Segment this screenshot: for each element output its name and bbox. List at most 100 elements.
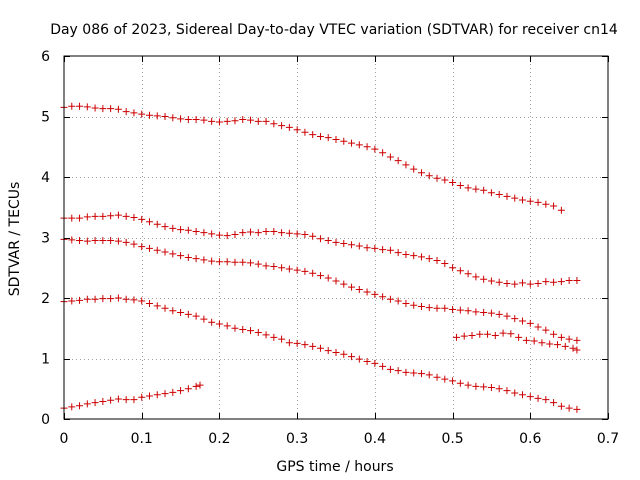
data-point bbox=[553, 341, 561, 349]
data-point bbox=[324, 237, 332, 245]
data-point bbox=[301, 128, 309, 136]
data-point bbox=[107, 396, 115, 404]
data-point bbox=[515, 333, 523, 341]
data-point bbox=[247, 228, 255, 236]
data-point bbox=[402, 299, 410, 307]
data-point bbox=[316, 344, 324, 352]
data-point bbox=[247, 327, 255, 335]
data-point bbox=[278, 122, 286, 130]
data-point bbox=[293, 266, 301, 274]
data-point bbox=[83, 295, 91, 303]
data-point bbox=[433, 373, 441, 381]
data-point bbox=[169, 388, 177, 396]
data-point bbox=[254, 260, 262, 268]
data-point bbox=[452, 333, 460, 341]
data-point bbox=[511, 280, 519, 288]
data-point bbox=[68, 236, 76, 244]
data-point bbox=[340, 137, 348, 145]
data-point bbox=[293, 339, 301, 347]
data-point bbox=[340, 240, 348, 248]
data-point bbox=[76, 402, 84, 410]
data-point bbox=[301, 267, 309, 275]
data-point bbox=[200, 116, 208, 124]
data-point bbox=[177, 309, 185, 317]
data-point bbox=[161, 113, 169, 120]
data-point bbox=[433, 304, 441, 312]
data-point bbox=[332, 348, 340, 356]
data-point bbox=[316, 235, 324, 243]
data-point bbox=[285, 229, 293, 237]
data-point bbox=[425, 255, 433, 263]
data-point bbox=[254, 328, 262, 336]
data-point bbox=[301, 341, 309, 349]
data-point bbox=[402, 250, 410, 258]
data-point bbox=[526, 280, 534, 288]
data-point bbox=[114, 105, 122, 113]
data-point bbox=[348, 139, 356, 147]
data-point bbox=[91, 295, 99, 303]
data-point bbox=[309, 342, 317, 350]
data-point bbox=[433, 256, 441, 264]
x-tick-label: 0.7 bbox=[597, 431, 619, 447]
data-point bbox=[476, 330, 484, 338]
data-point bbox=[262, 262, 270, 270]
data-point bbox=[262, 227, 270, 235]
x-tick-label: 0.4 bbox=[364, 431, 386, 447]
data-point bbox=[394, 157, 402, 165]
data-point bbox=[184, 226, 192, 234]
data-point bbox=[456, 379, 464, 387]
data-point bbox=[573, 346, 581, 354]
data-point bbox=[484, 330, 492, 338]
data-point bbox=[340, 350, 348, 358]
data-point bbox=[138, 243, 146, 251]
data-point bbox=[122, 396, 130, 404]
data-point bbox=[239, 325, 247, 333]
data-point bbox=[122, 108, 130, 116]
data-point bbox=[472, 273, 480, 281]
data-point bbox=[215, 231, 223, 239]
data-point bbox=[472, 185, 480, 193]
data-point bbox=[519, 317, 527, 325]
data-point bbox=[270, 120, 278, 128]
y-tick-label: 6 bbox=[41, 49, 50, 65]
data-point bbox=[130, 296, 138, 304]
data-point bbox=[68, 403, 76, 411]
data-point bbox=[511, 315, 519, 323]
data-point bbox=[324, 347, 332, 355]
data-point bbox=[192, 227, 200, 235]
data-point bbox=[68, 102, 76, 110]
data-point bbox=[192, 116, 200, 124]
data-point bbox=[449, 178, 457, 186]
data-point bbox=[534, 394, 542, 402]
grid bbox=[64, 56, 608, 419]
data-point bbox=[153, 302, 161, 310]
data-point bbox=[254, 229, 262, 237]
data-point bbox=[316, 132, 324, 140]
data-point bbox=[449, 305, 457, 313]
data-point bbox=[417, 253, 425, 261]
data-point bbox=[161, 248, 169, 256]
data-point bbox=[464, 381, 472, 389]
data-point bbox=[122, 238, 130, 246]
data-point bbox=[503, 387, 511, 395]
data-point bbox=[208, 230, 216, 238]
data-point bbox=[371, 145, 379, 153]
data-point bbox=[76, 296, 84, 304]
data-point bbox=[223, 117, 231, 125]
data-point bbox=[262, 331, 270, 339]
data-point bbox=[557, 333, 565, 341]
data-point bbox=[76, 214, 84, 222]
data-point bbox=[161, 390, 169, 398]
data-point bbox=[192, 255, 200, 263]
data-point bbox=[153, 246, 161, 254]
data-point bbox=[480, 383, 488, 391]
data-point bbox=[76, 102, 84, 110]
data-point bbox=[557, 206, 565, 214]
data-point bbox=[546, 340, 554, 348]
series-s6 bbox=[452, 329, 581, 354]
data-point bbox=[285, 339, 293, 347]
data-point bbox=[68, 214, 76, 222]
x-tick-label: 0.5 bbox=[441, 431, 463, 447]
data-point bbox=[495, 310, 503, 318]
data-point bbox=[441, 304, 449, 312]
